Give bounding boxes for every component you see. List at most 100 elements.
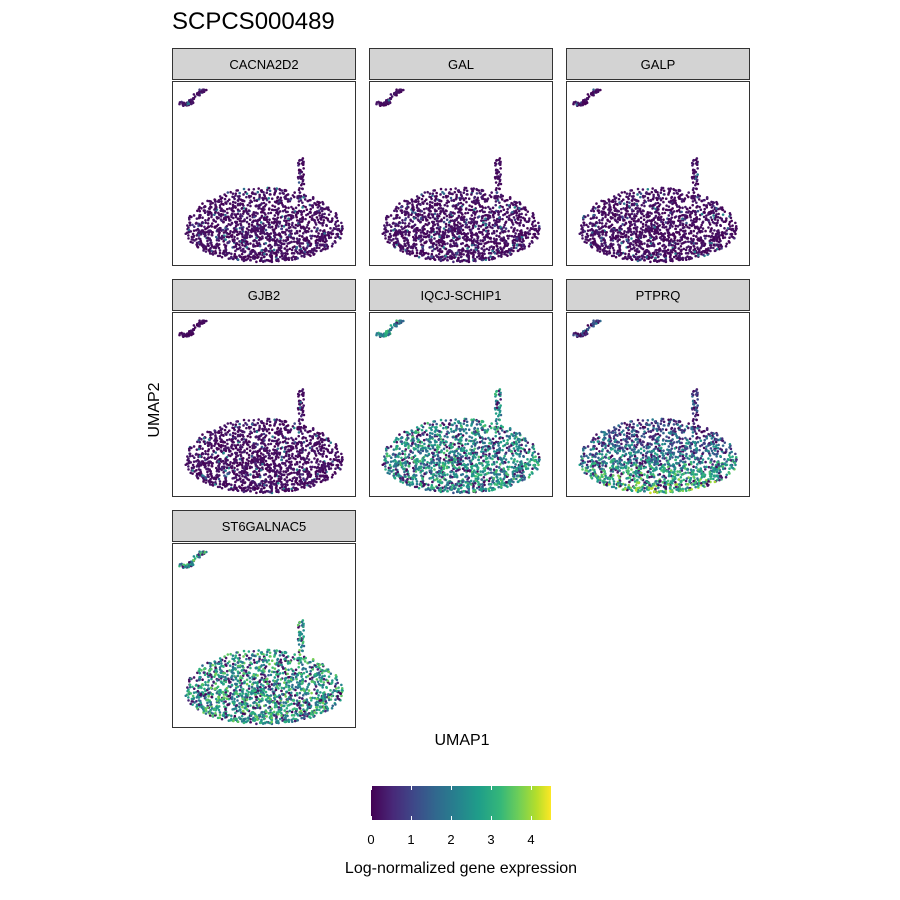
cell-point [652, 195, 655, 199]
cell-point [467, 258, 471, 262]
cell-point [268, 259, 271, 263]
cell-point [618, 215, 622, 219]
cell-point [192, 97, 196, 100]
cell-point [426, 229, 429, 233]
cell-point [448, 249, 452, 252]
cell-point [648, 204, 652, 208]
cell-point [471, 189, 474, 193]
cell-point [462, 216, 465, 219]
cell-point [686, 240, 690, 243]
cell-point [267, 211, 270, 215]
cell-point [235, 242, 239, 245]
cell-point [198, 205, 201, 209]
cell-point [408, 230, 411, 234]
cell-point [581, 102, 585, 105]
cell-point [301, 232, 305, 235]
cell-point [604, 222, 608, 225]
cell-point [674, 224, 678, 228]
cell-point [208, 238, 211, 241]
cell-point [624, 221, 628, 225]
cell-point [615, 228, 619, 232]
cell-point [435, 230, 439, 234]
cell-point [640, 242, 644, 246]
cell-point [581, 228, 585, 232]
cell-point [265, 216, 268, 219]
cell-point [413, 223, 417, 227]
cell-point [394, 241, 398, 245]
cell-point [479, 242, 483, 246]
cell-point [667, 252, 670, 255]
cell-point [428, 192, 432, 195]
cell-point [672, 234, 675, 237]
cell-point [496, 225, 500, 229]
cell-point [316, 241, 319, 245]
cell-point [327, 234, 331, 237]
cell-point [431, 224, 435, 228]
cell-point [187, 228, 191, 232]
cell-point [384, 102, 388, 105]
cell-point [293, 210, 297, 213]
cell-point [188, 221, 192, 225]
cell-point [660, 234, 664, 238]
cell-point [617, 197, 621, 201]
cell-point [247, 254, 250, 258]
cell-point [301, 235, 304, 238]
cell-point [465, 218, 468, 221]
cell-point [591, 231, 594, 234]
cell-point [253, 215, 256, 219]
cell-point [636, 259, 640, 263]
cell-point [262, 206, 265, 209]
cell-point [464, 211, 467, 215]
cell-point [707, 249, 710, 252]
cell-point [210, 215, 213, 219]
cell-point [581, 216, 585, 220]
cell-point [663, 211, 667, 215]
cell-point [476, 246, 480, 250]
cell-point [699, 208, 703, 211]
cell-point [196, 209, 199, 213]
cell-point [595, 216, 598, 219]
cell-point [493, 224, 497, 228]
cell-point [606, 218, 609, 222]
cell-point [438, 230, 442, 233]
cell-point [224, 227, 227, 230]
cell-point [620, 251, 623, 255]
cell-point [515, 214, 518, 217]
cell-point [460, 194, 464, 198]
cell-point [498, 201, 501, 204]
cell-point [188, 223, 192, 227]
cell-point [232, 257, 235, 261]
cell-point [404, 207, 408, 210]
cell-point [307, 221, 310, 225]
cell-point [318, 214, 321, 217]
cell-point [718, 247, 721, 251]
cell-point [498, 232, 502, 235]
cell-point [298, 229, 302, 233]
cell-point [298, 406, 302, 409]
cell-point [592, 93, 595, 97]
cell-point [654, 202, 658, 205]
cell-point [656, 201, 660, 205]
cell-point [269, 232, 273, 235]
cell-point [281, 209, 285, 213]
cell-point [693, 197, 696, 200]
cell-point [680, 236, 683, 239]
cell-point [298, 158, 301, 162]
cell-point [710, 218, 714, 222]
cell-point [442, 258, 445, 261]
cell-point [331, 242, 335, 246]
cell-point [298, 191, 302, 194]
cell-point [260, 249, 263, 252]
cell-point [423, 191, 427, 194]
cell-point [644, 229, 647, 233]
cell-point [529, 227, 533, 230]
cell-point [301, 187, 304, 191]
cell-point [266, 234, 270, 238]
cell-point [480, 189, 484, 193]
cell-point [192, 328, 196, 331]
cell-point [239, 213, 242, 216]
cell-point [674, 201, 677, 205]
cell-point [715, 201, 719, 205]
cell-point [460, 252, 463, 256]
cell-point [476, 216, 480, 219]
